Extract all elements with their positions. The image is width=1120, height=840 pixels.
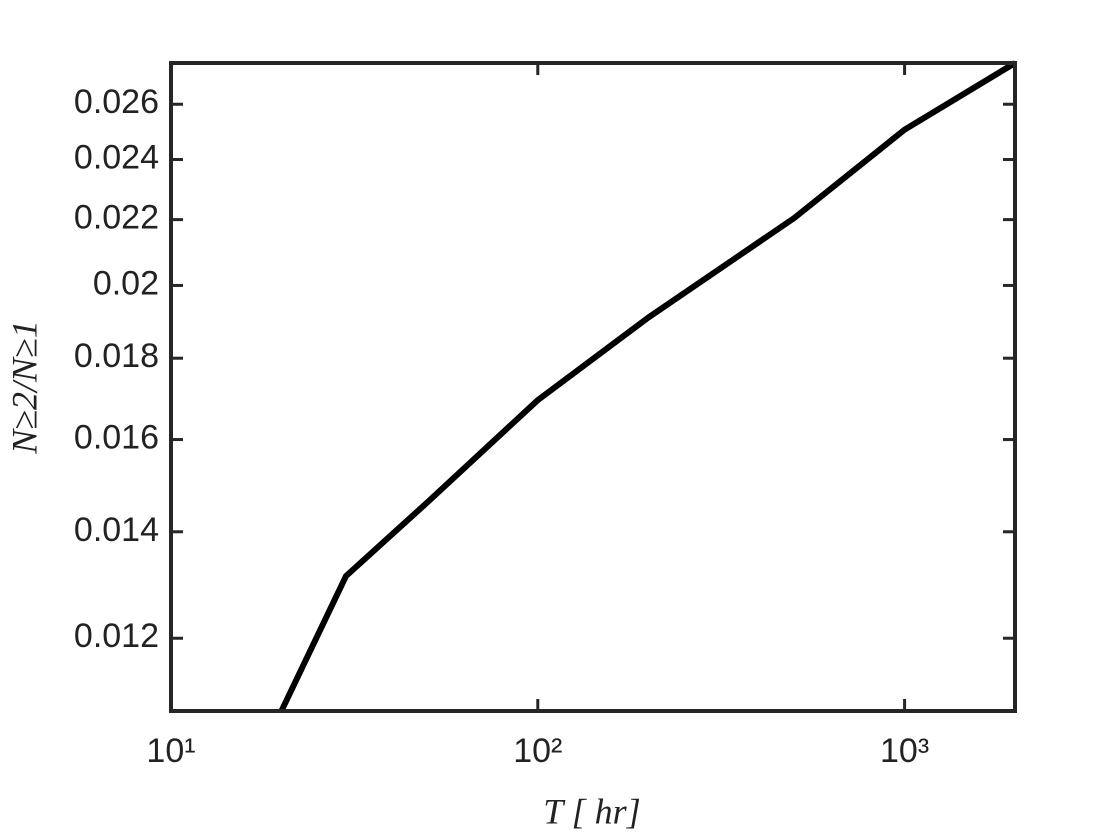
x-axis-label: T [ hr] bbox=[543, 791, 640, 831]
y-axis-label: N≥2/N≥1 bbox=[4, 320, 44, 455]
y-tick-label: 0.026 bbox=[74, 83, 159, 121]
y-tick-label: 0.014 bbox=[74, 511, 159, 549]
y-tick-label: 0.016 bbox=[74, 419, 159, 457]
y-tick-label: 0.022 bbox=[74, 199, 159, 237]
y-tick-label: 0.012 bbox=[74, 617, 159, 655]
data-line bbox=[278, 60, 1017, 713]
x-tick-label: 10¹ bbox=[146, 732, 195, 770]
plot-frame bbox=[169, 61, 1017, 713]
x-tick-label: 10³ bbox=[880, 732, 929, 770]
y-tick-label: 0.024 bbox=[74, 139, 159, 177]
y-tick-label: 0.018 bbox=[74, 337, 159, 375]
x-tick-label: 10² bbox=[513, 732, 562, 770]
y-tick-label: 0.02 bbox=[93, 264, 159, 302]
